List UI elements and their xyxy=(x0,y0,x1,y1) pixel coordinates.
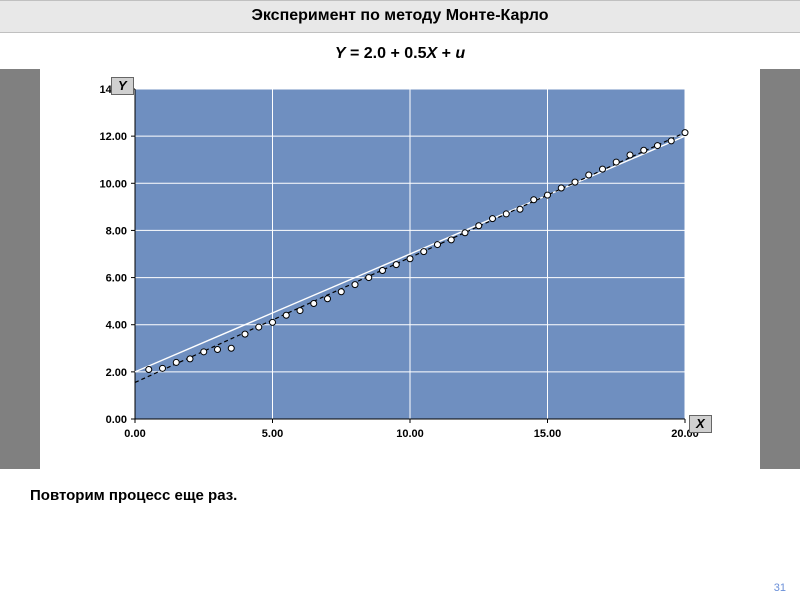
svg-text:5.00: 5.00 xyxy=(262,428,283,440)
y-axis-badge: Y xyxy=(111,77,134,95)
equation-x: X xyxy=(426,45,437,62)
svg-text:10.00: 10.00 xyxy=(396,428,424,440)
caption: Повторим процесс еще раз. xyxy=(0,469,800,504)
svg-text:2.00: 2.00 xyxy=(106,367,127,379)
svg-text:6.00: 6.00 xyxy=(106,273,127,285)
chart-band: Y = 2.0 + 0.5X + u Y X 0.002.004.006.008… xyxy=(0,37,800,469)
svg-text:10.00: 10.00 xyxy=(99,178,127,190)
chart-panel: Y X 0.002.004.006.008.0010.0012.0014.000… xyxy=(40,69,760,469)
equation-u: u xyxy=(455,45,465,62)
svg-text:12.00: 12.00 xyxy=(99,131,127,143)
chart: Y X 0.002.004.006.008.0010.0012.0014.000… xyxy=(75,79,715,459)
svg-text:0.00: 0.00 xyxy=(124,428,145,440)
equation: Y = 2.0 + 0.5X + u xyxy=(0,37,800,69)
chart-svg: 0.002.004.006.008.0010.0012.0014.000.005… xyxy=(75,79,715,459)
equation-mid: = 2.0 + 0.5 xyxy=(346,45,427,62)
equation-plus: + xyxy=(437,45,455,62)
slide-title: Эксперимент по методу Монте-Карло xyxy=(0,0,800,33)
equation-y: Y xyxy=(335,45,346,62)
x-axis-badge: X xyxy=(689,415,712,433)
svg-text:15.00: 15.00 xyxy=(534,428,562,440)
page-number: 31 xyxy=(774,582,786,594)
svg-text:0.00: 0.00 xyxy=(106,414,127,426)
svg-text:8.00: 8.00 xyxy=(106,225,127,237)
svg-text:4.00: 4.00 xyxy=(106,320,127,332)
